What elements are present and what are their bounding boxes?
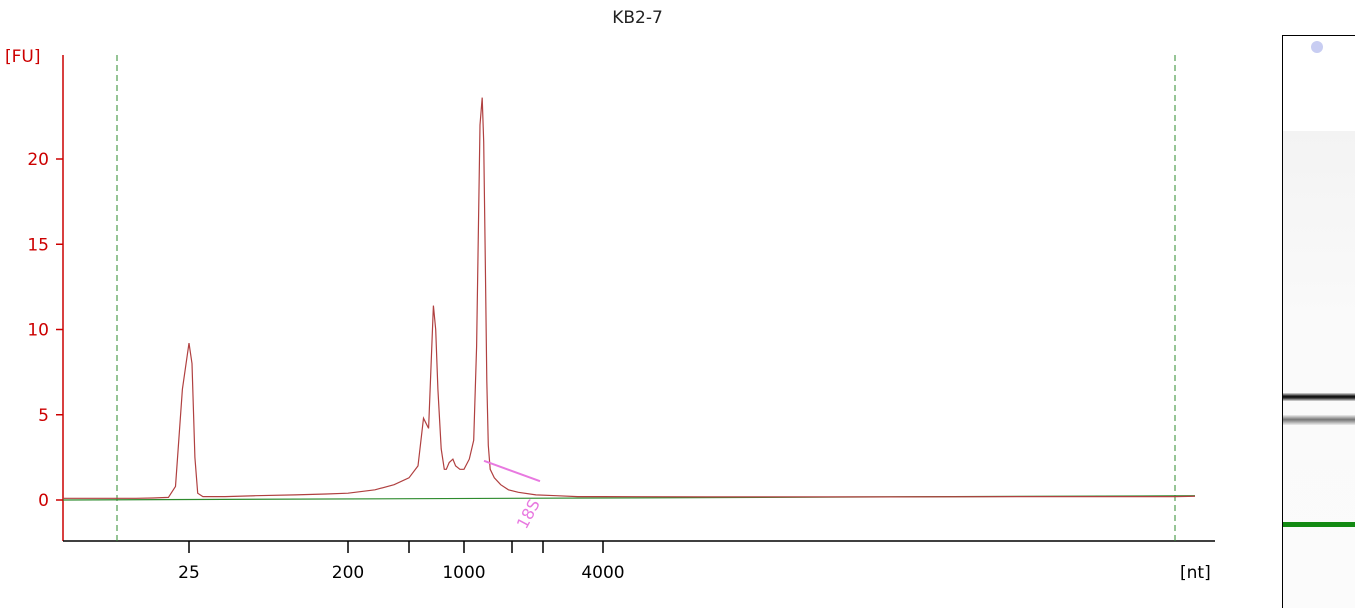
gel-band-marker (1283, 522, 1355, 527)
gel-band-18s (1283, 415, 1355, 425)
chart-title: KB2-7 (612, 8, 663, 28)
x-tick-label: 200 (332, 563, 364, 583)
x-tick-label: 4000 (581, 563, 624, 583)
gel-band-28s (1283, 393, 1355, 401)
electropherogram-chart: 0 5 10 15 20 25 200 1000 4000 18S [FU] [nt] (5, 47, 1215, 583)
x-tick-label: 25 (178, 563, 200, 583)
gel-lane-panel (1282, 35, 1355, 608)
x-axis-label: [nt] (1180, 563, 1211, 583)
y-tick-label: 10 (27, 321, 49, 341)
electropherogram-trace (62, 97, 1196, 499)
gel-lane (1283, 131, 1355, 608)
peak-annotation-18s: 18S (513, 496, 544, 532)
gel-marker-dot (1311, 41, 1323, 53)
x-tick-label: 1000 (442, 563, 485, 583)
y-tick-label: 20 (27, 150, 49, 170)
y-tick-label: 5 (38, 406, 49, 426)
peak-marker-18s (483, 459, 541, 483)
y-tick-label: 0 (38, 491, 49, 511)
y-axis-label: [FU] (5, 47, 41, 67)
y-tick-label: 15 (27, 235, 49, 255)
